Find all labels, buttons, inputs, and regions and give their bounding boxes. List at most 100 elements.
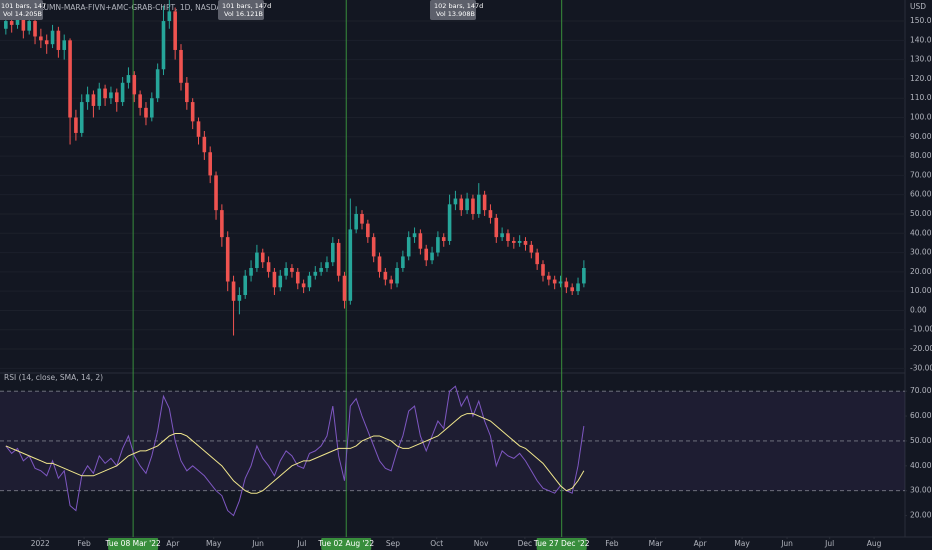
candle-body [570,287,574,292]
candle-body [301,283,306,288]
candle-body [307,275,312,288]
marker-label-bg [108,538,159,550]
candle-body [482,194,487,211]
tooltip-vol: Vol 13.908B [436,10,475,18]
x-tick-label: May [734,539,750,548]
candle-body [447,204,452,241]
candle-body [132,75,137,95]
candle-body [453,198,458,205]
x-tick-label: May [206,539,222,548]
tooltip-bars: 102 bars, 147d [434,2,483,10]
candle-body [225,237,230,282]
y-tick-label: 20.00 [910,267,932,276]
candle-body [179,49,183,83]
candle-body [161,21,166,70]
candle-body [15,17,20,25]
y-tick-label: 70.00 [910,386,932,395]
candle-body [476,194,481,214]
y-tick-label: 0.00 [910,305,927,314]
candle-body [214,175,218,211]
candle-body [56,30,61,50]
candle-body [185,82,189,103]
candle-body [144,107,148,118]
candle-body [231,281,236,301]
candle-body [494,217,499,238]
y-tick-label: 60.00 [910,411,932,420]
y-tick-label: 100.00 [910,113,932,122]
candle-body [33,21,37,37]
y-tick-label: 40.00 [910,228,932,237]
candle-body [208,152,212,176]
candle-body [114,92,119,103]
tooltip-bg [430,0,476,20]
candle-body [190,102,195,122]
candle-body [517,240,522,243]
marker-label-bg [321,538,372,550]
candle-body [430,252,434,261]
candle-body [68,40,72,118]
candle-body [383,271,388,280]
x-tick-label: Aug [867,539,882,548]
candle-body [44,40,49,45]
tooltip-vol: Vol 14.205B [3,10,42,18]
candle-body [406,237,411,257]
candle-body [541,264,545,276]
tooltip-vol: Vol 16.121B [224,10,263,18]
candle-body [412,233,417,238]
candle-body [313,271,318,276]
x-tick-label: Dec [518,539,533,548]
y-tick-label: 70.00 [910,170,932,179]
y-tick-label: -30.00 [910,363,932,372]
candle-body [74,117,78,133]
candle-body [348,229,353,301]
x-tick-label: 2022 [31,539,50,548]
candle-body [576,283,580,292]
y-unit: USD [910,2,926,11]
candle-body [255,252,259,269]
y-tick-label: 120.00 [910,74,932,83]
rsi-line [5,385,585,517]
y-tick-label: 50.00 [910,436,932,445]
candle-body [290,268,294,272]
y-tick-label: 150.00 [910,16,932,25]
candle-body [523,240,528,245]
candle-body [582,268,586,284]
y-tick-label: 110.00 [910,93,932,102]
candle-body [138,94,142,108]
candle-body [91,94,96,106]
candle-body [354,213,358,230]
tooltip-bars: 101 bars, 147 [1,2,46,10]
candle-body [377,256,382,272]
candle-body [395,268,399,284]
y-tick-label: 130.00 [910,55,932,64]
candle-body [389,279,393,284]
y-tick-label: 30.00 [910,486,932,495]
candle-body [564,281,569,288]
candle-body [120,82,125,103]
tooltip-bg [0,0,43,20]
candle-body [266,262,271,272]
candle-body [173,11,177,50]
x-tick-label: Jul [296,539,306,548]
x-tick-label: Feb [605,539,619,548]
candle-body [155,69,160,99]
candle-body [465,198,469,211]
y-tick-label: 30.00 [910,248,932,257]
marker-label: Tue 27 Dec '22 [533,539,590,548]
candle-body [109,92,113,99]
candle-body [97,88,102,106]
tooltip-bg [218,0,264,20]
candle-body [249,268,253,276]
marker-label-bg [536,538,587,550]
candle-body [295,271,300,284]
candle-body [62,40,67,50]
candle-body [441,237,446,241]
x-tick-label: Jun [251,539,264,548]
candle-body [167,11,172,22]
x-tick-label: Feb [77,539,91,548]
candle-body [79,102,84,133]
x-tick-label: Nov [474,539,489,548]
